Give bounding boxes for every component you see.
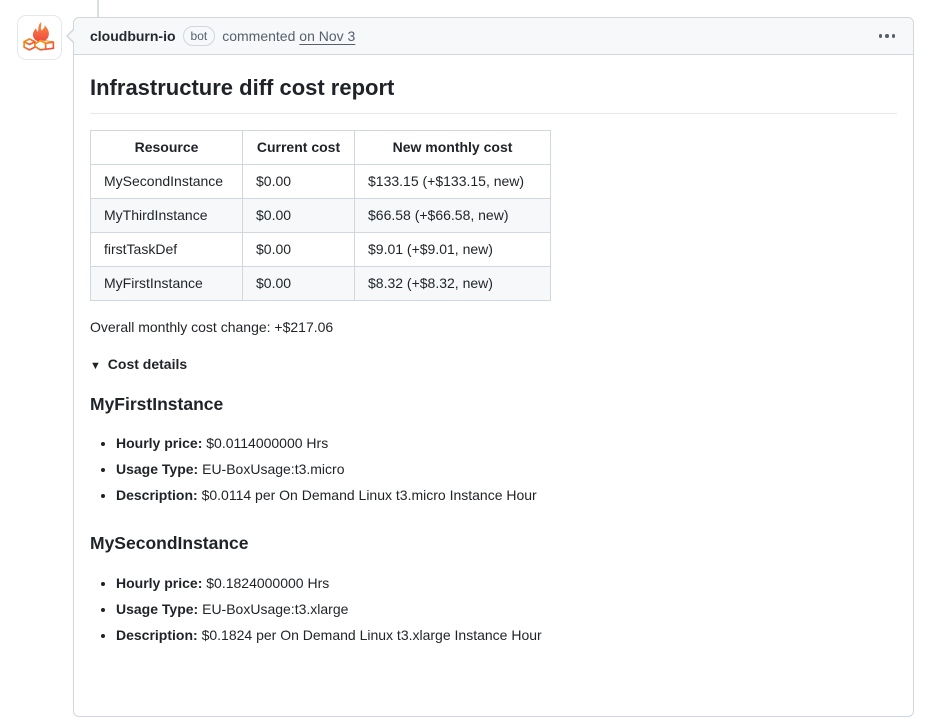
cloudburn-logo-icon — [21, 19, 58, 56]
section-heading: MySecondInstance — [90, 533, 249, 554]
avatar[interactable] — [17, 15, 62, 60]
triangle-down-icon: ▼ — [90, 360, 101, 372]
comment-options-button[interactable] — [877, 28, 898, 44]
comment-card: cloudburn-io bot commented on Nov 3 Infr… — [66, 17, 914, 717]
list-item: Hourly price: $0.1824000000 Hrs — [116, 573, 897, 594]
comment-body: Infrastructure diff cost report Resource… — [74, 55, 913, 678]
list-item: Description: $0.1824 per On Demand Linux… — [116, 625, 897, 646]
section-heading: MyFirstInstance — [90, 394, 224, 414]
author-link[interactable]: cloudburn-io — [90, 28, 176, 44]
table-row: MySecondInstance $0.00 $133.15 (+$133.15… — [90, 164, 551, 199]
action-text: commented — [222, 28, 296, 44]
column-header-new-monthly-cost: New monthly cost — [354, 130, 551, 165]
list-item: Usage Type: EU-BoxUsage:t3.xlarge — [116, 599, 897, 620]
list-item: Usage Type: EU-BoxUsage:t3.micro — [116, 459, 897, 480]
cost-details-disclosure: ▼ Cost details — [90, 354, 897, 375]
cost-details-label: Cost details — [107, 356, 188, 372]
list-item: Hourly price: $0.0114000000 Hrs — [116, 433, 897, 454]
table-row: firstTaskDef $0.00 $9.01 (+$9.01, new) — [90, 232, 551, 267]
comment-caret — [66, 28, 75, 44]
detail-list: Hourly price: $0.0114000000 Hrs Usage Ty… — [90, 433, 897, 506]
column-header-current-cost: Current cost — [242, 130, 355, 165]
timestamp-link[interactable]: on Nov 3 — [299, 28, 356, 44]
cost-table: Resource Current cost New monthly cost M… — [90, 130, 551, 301]
table-header-row: Resource Current cost New monthly cost — [90, 130, 551, 165]
comment-header: cloudburn-io bot commented on Nov 3 — [66, 18, 913, 55]
kebab-icon — [878, 34, 882, 38]
detail-list: Hourly price: $0.1824000000 Hrs Usage Ty… — [90, 573, 897, 646]
cost-details-summary[interactable]: ▼ Cost details — [90, 354, 897, 375]
report-title: Infrastructure diff cost report — [90, 71, 897, 114]
bot-badge: bot — [182, 26, 216, 46]
column-header-resource: Resource — [90, 130, 243, 165]
flame-shape — [32, 22, 49, 42]
table-row: MyThirdInstance $0.00 $66.58 (+$66.58, n… — [90, 198, 551, 233]
list-item: Description: $0.0114 per On Demand Linux… — [116, 485, 897, 506]
table-row: MyFirstInstance $0.00 $8.32 (+$8.32, new… — [90, 266, 551, 301]
timeline-line — [97, 0, 99, 18]
overall-cost-change: Overall monthly cost change: +$217.06 — [90, 319, 334, 335]
